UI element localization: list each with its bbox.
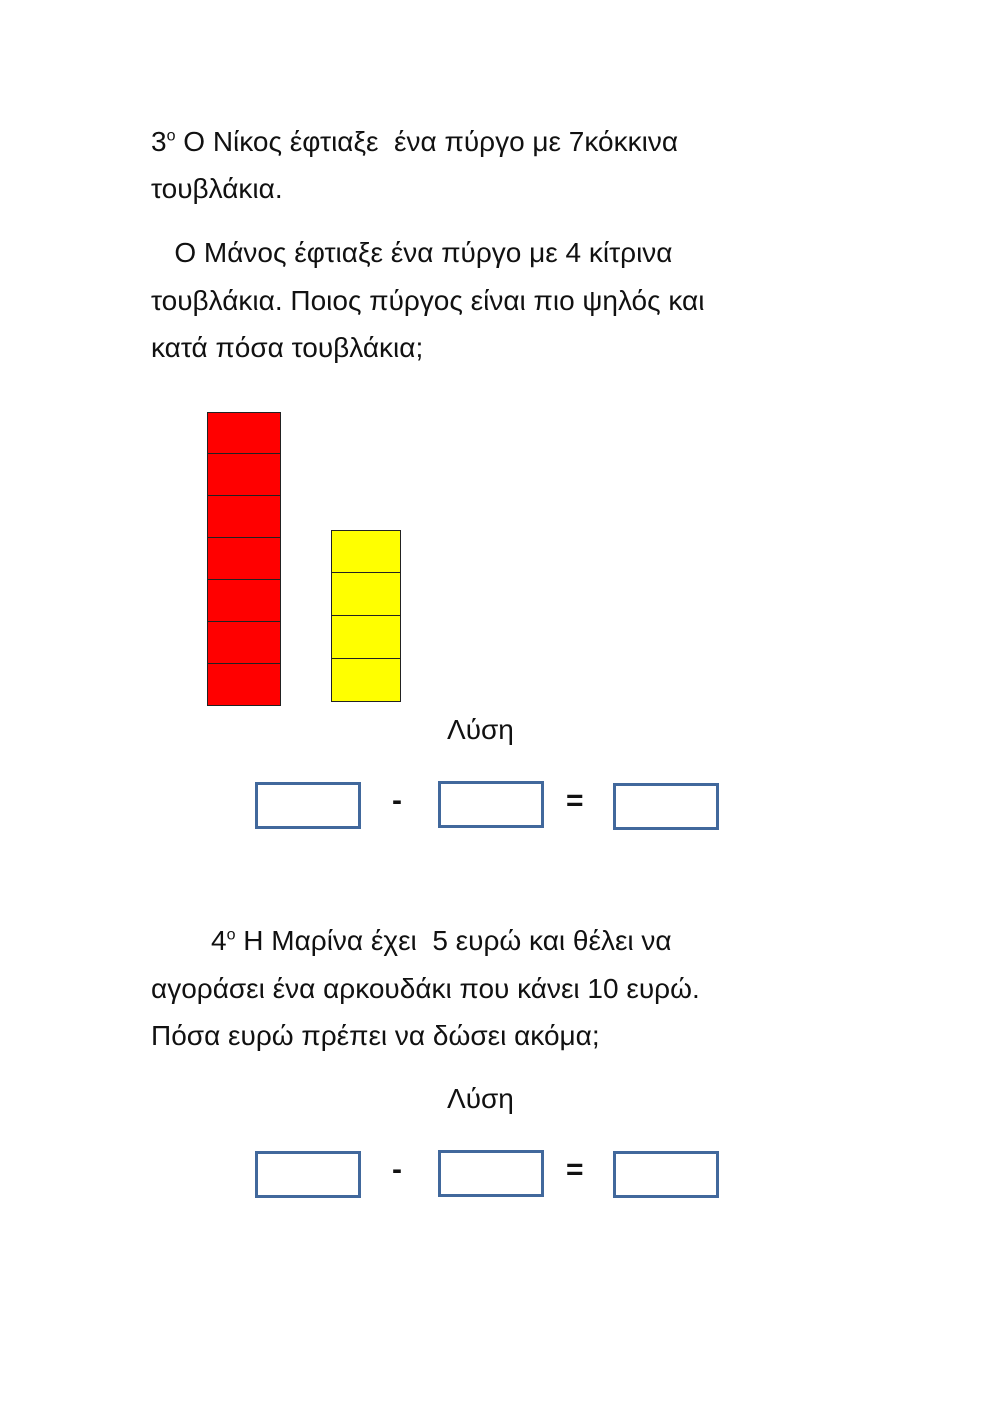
tower-block [207, 580, 281, 622]
text: Ο Νίκος έφτιαξε ένα πύργο με 7κόκκινα [175, 126, 679, 157]
problem-number: 3 [151, 126, 167, 157]
tower-block [207, 664, 281, 706]
equals-sign: = [566, 1153, 584, 1186]
tower-block [331, 616, 401, 659]
ordinal-suffix: ο [166, 127, 176, 145]
tower-block [207, 538, 281, 580]
problem-3-line-1: 3ο Ο Νίκος έφτιαξε ένα πύργο με 7κόκκινα [151, 125, 678, 159]
tower-block [207, 496, 281, 538]
solution-label: Λύση [447, 714, 514, 745]
problem-3-line-5: κατά πόσα τουβλάκια; [151, 332, 424, 363]
answer-box-1[interactable] [255, 782, 361, 829]
problem-3-line-4: τουβλάκια. Ποιος πύργος είναι πιο ψηλός … [151, 285, 705, 316]
tower-block [207, 454, 281, 496]
answer-box-1[interactable] [255, 1151, 361, 1198]
ordinal-suffix: ο [226, 926, 236, 944]
answer-box-2[interactable] [438, 781, 544, 828]
answer-box-3[interactable] [613, 1151, 719, 1198]
answer-box-3[interactable] [613, 783, 719, 830]
text: Η Μαρίνα έχει 5 ευρώ και θέλει να [235, 925, 672, 956]
yellow-tower [331, 530, 401, 702]
problem-4-line-1: 4ο Η Μαρίνα έχει 5 ευρώ και θέλει να [211, 924, 672, 958]
tower-block [207, 412, 281, 454]
tower-block [207, 622, 281, 664]
answer-box-2[interactable] [438, 1150, 544, 1197]
tower-block [331, 530, 401, 573]
problem-4-line-2: αγοράσει ένα αρκουδάκι που κάνει 10 ευρώ… [151, 973, 700, 1004]
tower-block [331, 573, 401, 616]
problem-3-line-3: Ο Μάνος έφτιαξε ένα πύργο με 4 κίτρινα [151, 237, 673, 268]
minus-sign: - [392, 784, 402, 817]
red-tower [207, 412, 281, 706]
minus-sign: - [392, 1153, 402, 1186]
problem-4-line-3: Πόσα ευρώ πρέπει να δώσει ακόμα; [151, 1020, 600, 1051]
problem-3-line-2: τουβλάκια. [151, 173, 283, 204]
tower-block [331, 659, 401, 702]
solution-label: Λύση [447, 1083, 514, 1114]
problem-number: 4 [211, 925, 227, 956]
equals-sign: = [566, 784, 584, 817]
